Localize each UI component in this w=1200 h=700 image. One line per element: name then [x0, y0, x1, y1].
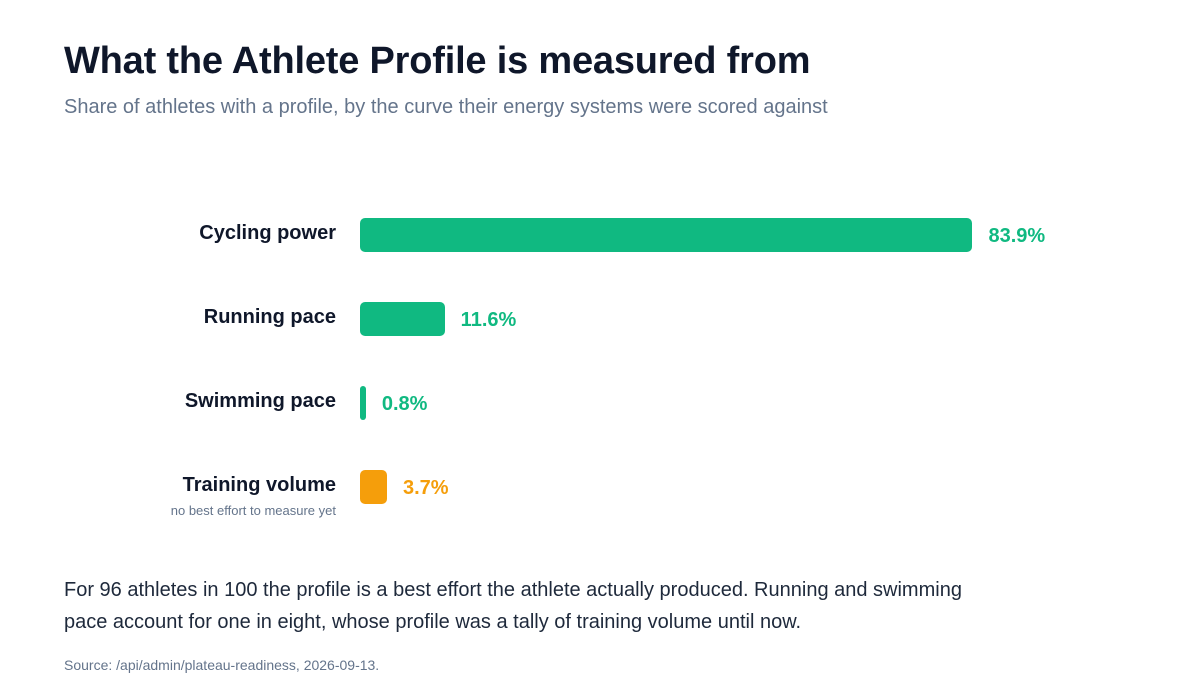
- bar: [360, 470, 387, 504]
- bar: [360, 218, 973, 252]
- value-label: 83.9%: [988, 225, 1046, 247]
- chart-footnote: For 96 athletes in 100 the profile is a …: [64, 579, 962, 633]
- category-label: Training volume: [182, 474, 336, 496]
- category-label: Cycling power: [199, 222, 336, 244]
- value-label: 3.7%: [403, 477, 449, 499]
- category-note: no best effort to measure yet: [170, 503, 336, 518]
- category-label: Swimming pace: [184, 390, 336, 412]
- value-label: 11.6%: [460, 309, 517, 331]
- bar: [360, 386, 366, 420]
- category-label: Running pace: [203, 306, 336, 328]
- chart-subtitle: Share of athletes with a profile, by the…: [64, 96, 828, 118]
- value-label: 0.8%: [381, 393, 428, 415]
- bar: [360, 302, 445, 336]
- chart-title: What the Athlete Profile is measured fro…: [64, 40, 811, 82]
- source-line: Source: /api/admin/plateau-readiness, 20…: [64, 657, 380, 673]
